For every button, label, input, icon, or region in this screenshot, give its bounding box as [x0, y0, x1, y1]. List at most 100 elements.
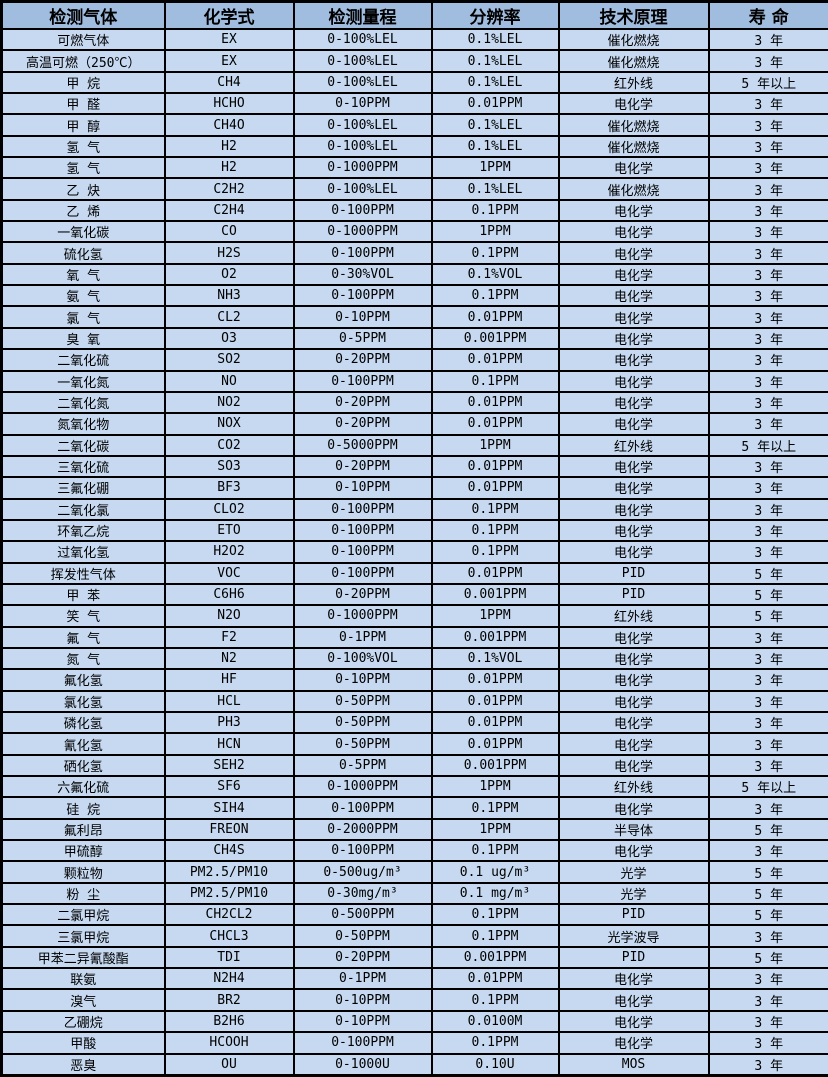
table-cell: 0.1%LEL — [432, 50, 559, 71]
table-cell: 3 年 — [709, 285, 828, 306]
table-cell: 电化学 — [559, 328, 709, 349]
table-cell: 氯 气 — [2, 306, 165, 327]
column-header-resolution: 分辨率 — [432, 2, 559, 30]
table-cell: 1PPM — [432, 435, 559, 456]
table-cell: 3 年 — [709, 264, 828, 285]
table-cell: 0-100PPM — [294, 563, 432, 584]
table-cell: 电化学 — [559, 371, 709, 392]
table-cell: 0.1PPM — [432, 1032, 559, 1053]
table-cell: 5 年 — [709, 861, 828, 882]
table-cell: 3 年 — [709, 242, 828, 263]
table-cell: 0-100PPM — [294, 840, 432, 861]
table-cell: 0.1PPM — [432, 200, 559, 221]
table-cell: 3 年 — [709, 328, 828, 349]
table-cell: 0-100PPM — [294, 499, 432, 520]
table-cell: 半导体 — [559, 819, 709, 840]
table-cell: 0-10PPM — [294, 477, 432, 498]
table-cell: 0.1PPM — [432, 989, 559, 1010]
table-cell: 3 年 — [709, 1054, 828, 1076]
table-cell: 硒化氢 — [2, 755, 165, 776]
table-cell: 催化燃烧 — [559, 50, 709, 71]
table-cell: CH4S — [165, 840, 294, 861]
table-cell: 恶臭 — [2, 1054, 165, 1076]
table-cell: 0.1%LEL — [432, 29, 559, 50]
table-cell: 5 年 — [709, 904, 828, 925]
table-cell: CH4O — [165, 114, 294, 135]
table-cell: 0-10PPM — [294, 93, 432, 114]
table-cell: 0-1PPM — [294, 627, 432, 648]
table-cell: 高温可燃（250℃） — [2, 50, 165, 71]
table-cell: 0-20PPM — [294, 413, 432, 434]
table-cell: 0-5PPM — [294, 755, 432, 776]
table-cell: PID — [559, 947, 709, 968]
table-cell: H2S — [165, 242, 294, 263]
table-cell: 氢 气 — [2, 157, 165, 178]
table-cell: 0-1000PPM — [294, 221, 432, 242]
table-cell: 0.1%LEL — [432, 136, 559, 157]
table-cell: 3 年 — [709, 93, 828, 114]
table-cell: 二氯甲烷 — [2, 904, 165, 925]
table-cell: 0-1000PPM — [294, 776, 432, 797]
table-cell: 5 年以上 — [709, 435, 828, 456]
table-cell: 电化学 — [559, 627, 709, 648]
table-cell: BF3 — [165, 477, 294, 498]
table-cell: CL2 — [165, 306, 294, 327]
table-cell: 0-5PPM — [294, 328, 432, 349]
table-cell: 3 年 — [709, 221, 828, 242]
table-cell: 5 年 — [709, 947, 828, 968]
table-cell: 二氧化碳 — [2, 435, 165, 456]
table-cell: 过氧化氢 — [2, 541, 165, 562]
table-cell: 三氟化硼 — [2, 477, 165, 498]
table-cell: CH2CL2 — [165, 904, 294, 925]
table-cell: 3 年 — [709, 925, 828, 946]
table-cell: 3 年 — [709, 499, 828, 520]
table-cell: 0-10PPM — [294, 669, 432, 690]
table-cell: 电化学 — [559, 755, 709, 776]
table-cell: NH3 — [165, 285, 294, 306]
table-cell: H2 — [165, 157, 294, 178]
table-cell: SO2 — [165, 349, 294, 370]
table-cell: 乙 炔 — [2, 178, 165, 199]
table-cell: 0.01PPM — [432, 733, 559, 754]
table-cell: 0-100PPM — [294, 285, 432, 306]
table-cell: 3 年 — [709, 648, 828, 669]
table-cell: 3 年 — [709, 989, 828, 1010]
table-cell: 3 年 — [709, 413, 828, 434]
table-cell: VOC — [165, 563, 294, 584]
table-cell: 乙 烯 — [2, 200, 165, 221]
table-cell: 氨 气 — [2, 285, 165, 306]
table-cell: 红外线 — [559, 605, 709, 626]
table-cell: 0.001PPM — [432, 627, 559, 648]
table-cell: 3 年 — [709, 669, 828, 690]
table-cell: 0-5000PPM — [294, 435, 432, 456]
table-cell: 氟化氢 — [2, 669, 165, 690]
table-cell: 电化学 — [559, 797, 709, 818]
table-cell: 0.001PPM — [432, 328, 559, 349]
table-cell: 0-20PPM — [294, 349, 432, 370]
table-cell: NOX — [165, 413, 294, 434]
table-cell: EX — [165, 50, 294, 71]
table-cell: 0.1%LEL — [432, 114, 559, 135]
table-cell: 0.1PPM — [432, 371, 559, 392]
table-cell: 0.10U — [432, 1054, 559, 1076]
table-cell: 0.1%LEL — [432, 72, 559, 93]
table-cell: 0.001PPM — [432, 947, 559, 968]
table-cell: 0-20PPM — [294, 947, 432, 968]
